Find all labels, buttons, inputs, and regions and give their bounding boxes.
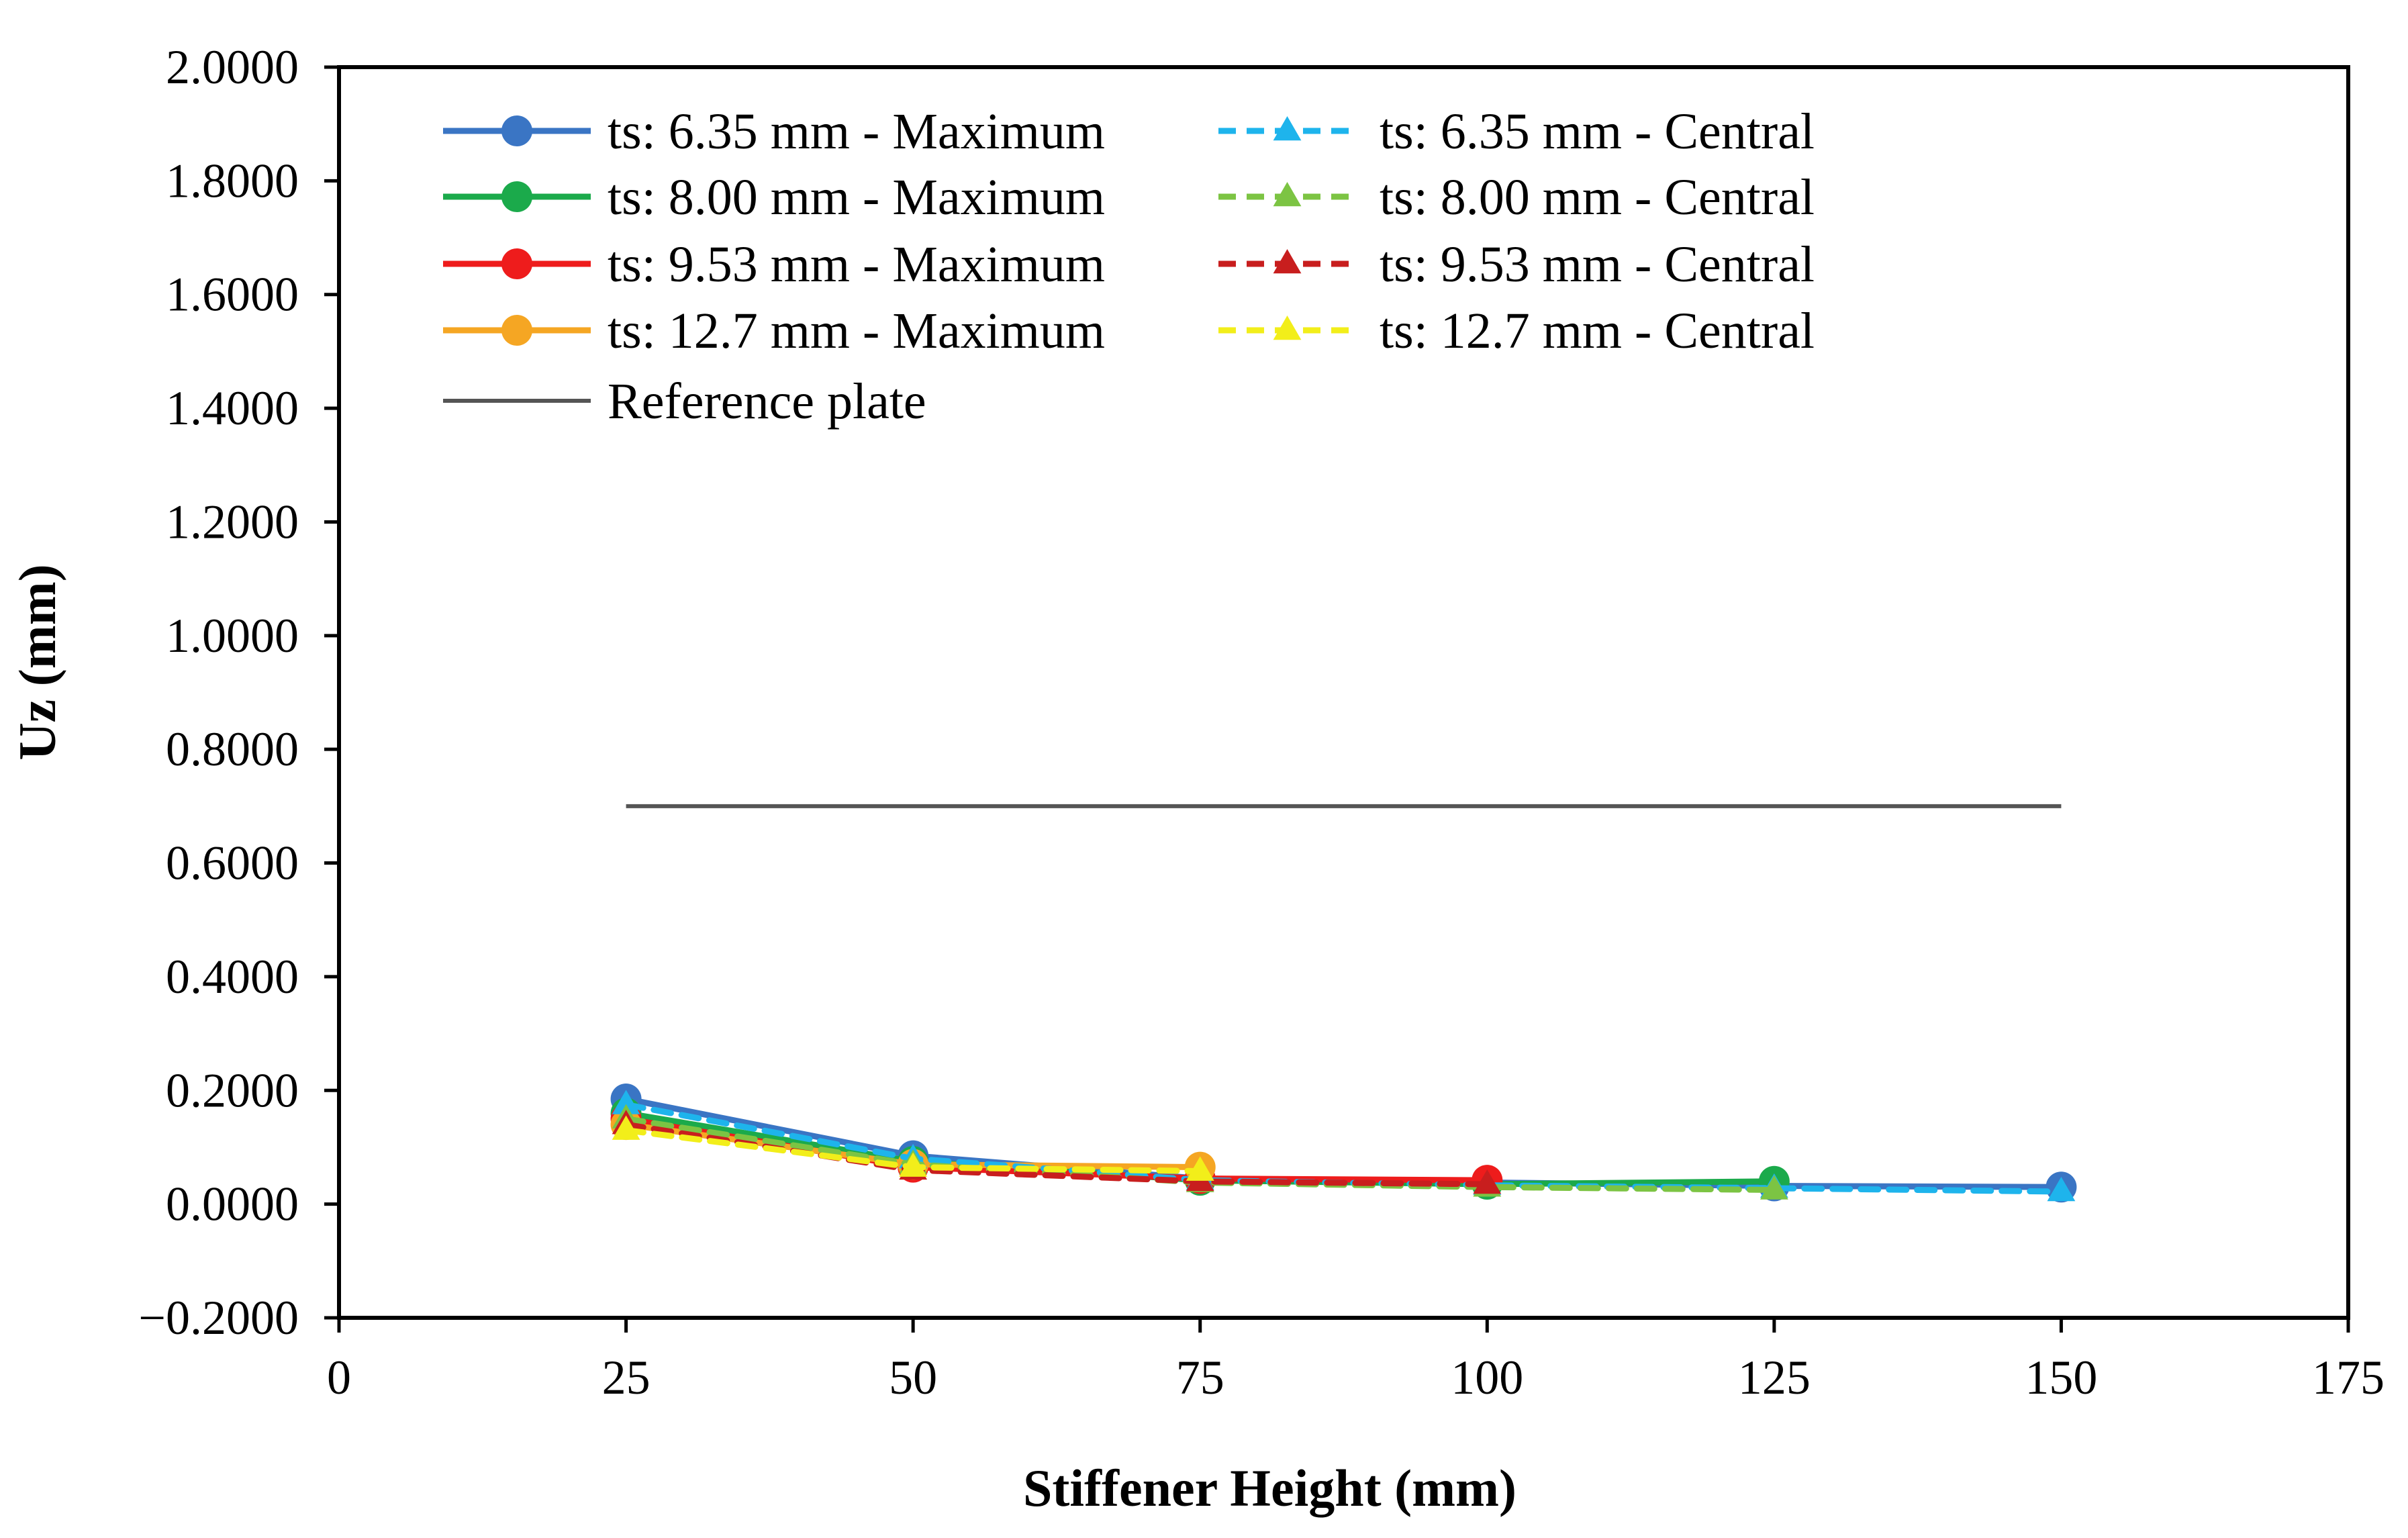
y-tick-label: 1.0000 (166, 609, 299, 663)
legend-label: ts: 8.00 mm - Central (1380, 169, 1815, 226)
legend-label: ts: 6.35 mm - Central (1380, 103, 1815, 160)
legend-marker-triangle (1273, 316, 1302, 340)
x-tick-label: 0 (327, 1351, 351, 1404)
series-7 (612, 1115, 1214, 1181)
y-axis-ticks: 2.0000 1.8000 1.6000 1.4000 1.2000 1.0000 0.80… (138, 40, 339, 1345)
legend-marker-circle (501, 248, 532, 279)
data-point-triangle (899, 1152, 928, 1177)
y-axis-title: Uz (mm) (8, 564, 66, 760)
legend-label: ts: 12.7 mm - Maximum (608, 303, 1105, 359)
legend-label: ts: 8.00 mm - Maximum (608, 169, 1105, 226)
y-tick-label: 0.4000 (166, 950, 299, 1004)
data-point-triangle (612, 1090, 640, 1114)
legend-marker-circle (501, 315, 532, 346)
x-tick-label: 100 (1451, 1351, 1523, 1404)
legend-marker-triangle (1273, 116, 1302, 141)
x-axis-title: Stiffener Height (mm) (1023, 1459, 1516, 1517)
data-point-triangle (1186, 1156, 1214, 1181)
legend-marker-circle (501, 181, 532, 212)
data-point-triangle (1760, 1175, 1788, 1200)
y-tick-label: 0.2000 (166, 1063, 299, 1117)
data-point-triangle (612, 1115, 640, 1140)
legend-marker-triangle (1273, 249, 1302, 274)
legend-label-reference: Reference plate (608, 373, 926, 430)
x-tick-label: 125 (1738, 1351, 1811, 1404)
legend-label: ts: 6.35 mm - Maximum (608, 103, 1105, 160)
series-layer (610, 1083, 2077, 1203)
legend-marker-circle (501, 115, 532, 146)
x-tick-label: 25 (602, 1351, 651, 1404)
x-tick-label: 75 (1176, 1351, 1224, 1404)
y-tick-label: 0.6000 (166, 836, 299, 890)
legend-label: ts: 9.53 mm - Central (1380, 236, 1815, 293)
y-tick-label: −0.2000 (138, 1291, 299, 1345)
y-tick-label: 0.8000 (166, 722, 299, 776)
y-tick-label: 1.4000 (166, 381, 299, 435)
legend-marker-triangle (1273, 182, 1302, 207)
legend-label: ts: 9.53 mm - Maximum (608, 236, 1105, 293)
data-point-triangle (1473, 1169, 1502, 1194)
x-tick-label: 150 (2025, 1351, 2097, 1404)
y-tick-label: 2.0000 (166, 40, 299, 94)
y-tick-label: 1.6000 (166, 268, 299, 322)
y-tick-label: 1.2000 (166, 495, 299, 548)
y-tick-label: 1.8000 (166, 154, 299, 207)
x-tick-label: 50 (889, 1351, 937, 1404)
y-tick-label: 0.0000 (166, 1177, 299, 1231)
x-tick-label: 175 (2312, 1351, 2385, 1404)
x-axis-ticks: 0 25 50 75 100 125 150 175 (327, 1318, 2385, 1404)
data-point-triangle (2047, 1177, 2076, 1202)
legend-label: ts: 12.7 mm - Central (1380, 303, 1815, 359)
legend: ts: 6.35 mm - Maximum ts: 6.35 mm - Centr… (443, 103, 1815, 430)
plot-area-frame (337, 65, 2350, 1320)
